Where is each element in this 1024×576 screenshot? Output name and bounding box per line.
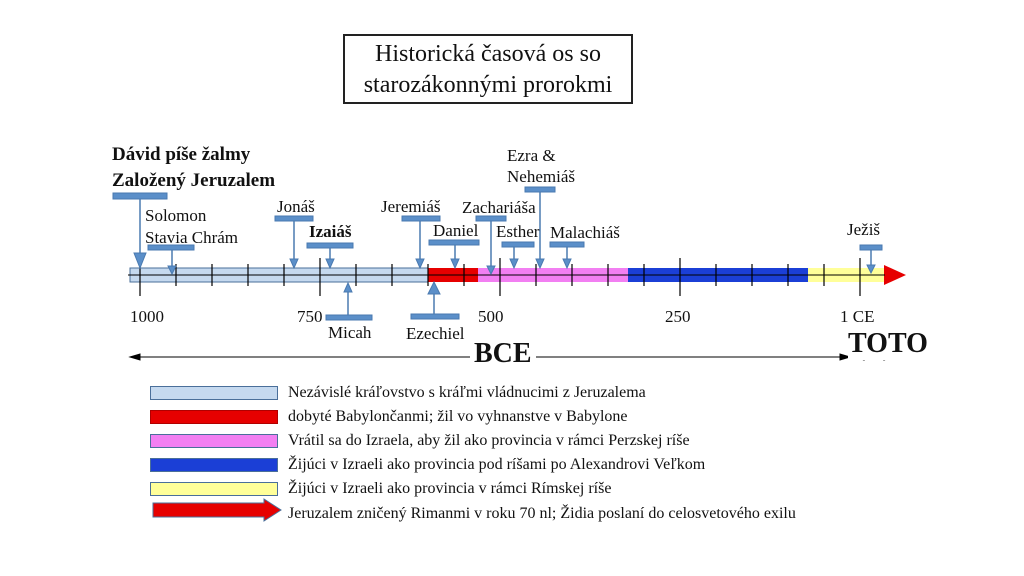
marker-micah: [325, 281, 373, 321]
marker-zachariasa: [475, 215, 507, 276]
legend-swatch-roman: [150, 482, 278, 496]
legend-text-roman: Žijúci v Izraeli ako provincia v rámci R…: [288, 480, 612, 497]
marker-jonas: [274, 215, 314, 270]
marker-jeremias: [401, 215, 441, 270]
tick-label-500: 500: [478, 307, 504, 326]
marker-izaias: [306, 242, 354, 270]
legend-swatch-exile: [150, 410, 278, 424]
label-solomon-line1: Solomon: [145, 206, 207, 225]
marker-ezechiel: [410, 280, 460, 320]
legend-swatch-greek: [150, 458, 278, 472]
legend-text-persian: Vrátil sa do Izraela, aby žil ako provin…: [288, 432, 690, 449]
timeline-arrowhead: [884, 265, 906, 285]
marker-ezra-nehemias: [524, 186, 556, 270]
label-jonas: Jonáš: [277, 197, 315, 216]
label-ezra-line1: Ezra &: [507, 146, 556, 165]
era-label-ce: TOTO: [848, 328, 928, 360]
legend-swatch-kingdom: [150, 386, 278, 400]
label-malachias: Malachiáš: [550, 223, 620, 242]
label-david-line2: Založený Jeruzalem: [112, 170, 276, 191]
legend-text-destruction: Jeruzalem zničený Rimanmi v roku 70 nl; …: [288, 505, 796, 522]
marker-esther: [501, 241, 535, 270]
legend-text-kingdom: Nezávislé kráľovstvo s kráľmi vládnucimi…: [288, 384, 646, 401]
marker-malachias: [549, 241, 585, 270]
label-jeremias: Jeremiáš: [381, 197, 441, 216]
marker-jezis: [859, 244, 883, 275]
title-line-2: starozákonnými prorokmi: [363, 72, 613, 98]
tick-label-250: 250: [665, 307, 691, 326]
marker-solomon: [147, 244, 195, 276]
legend-text-exile: dobyté Babylončanmi; žil vo vyhnanstve v…: [288, 408, 628, 425]
label-solomon-line2: Stavia Chrám: [145, 228, 239, 247]
legend-swatch-persian: [150, 434, 278, 448]
tick-label-1ce: 1 CE: [840, 307, 875, 326]
label-jezis: Ježiš: [847, 220, 881, 239]
label-ezechiel: Ezechiel: [406, 324, 465, 343]
legend-arrow-swatch: [152, 498, 282, 522]
legend-text-greek: Žijúci v Izraeli ako provincia pod ríšam…: [288, 456, 706, 473]
axis-ticks: [139, 258, 861, 296]
era-label-bce: BCE: [470, 338, 536, 370]
marker-daniel: [428, 239, 480, 270]
tick-label-750: 750: [297, 307, 323, 326]
label-david-line1: Dávid píše žalmy: [112, 144, 251, 165]
label-ezra-line2: Nehemiáš: [507, 167, 575, 186]
title-line-1: Historická časová os so: [375, 41, 601, 67]
label-esther: Esther: [496, 222, 540, 241]
label-micah: Micah: [328, 323, 372, 342]
event-markers: [112, 186, 883, 321]
title-box: Historická časová os so starozákonnými p…: [343, 34, 633, 104]
label-izaias: Izaiáš: [309, 222, 352, 241]
marker-david: [112, 192, 168, 270]
label-zachariasa: Zachariáša: [462, 198, 536, 217]
tick-label-1000: 1000: [130, 307, 164, 326]
label-daniel: Daniel: [433, 221, 479, 240]
